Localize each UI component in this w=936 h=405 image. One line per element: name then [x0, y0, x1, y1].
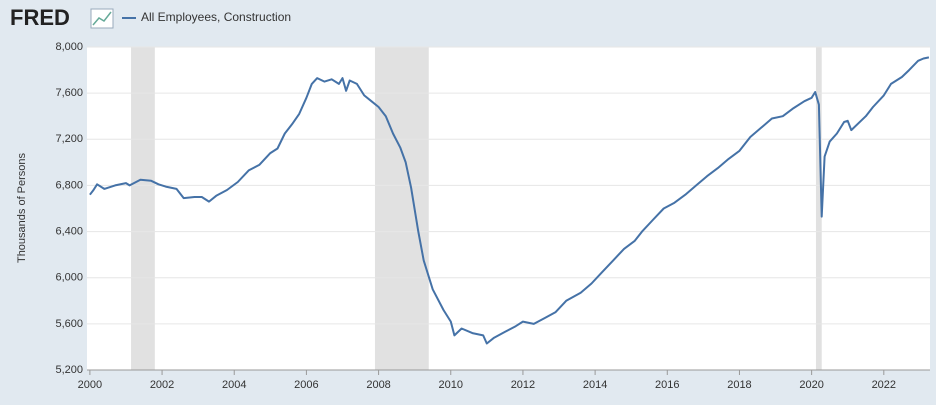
series-line [89, 56, 930, 345]
logo-icon-line [92, 11, 112, 26]
y-tick-label: 6,800 [55, 179, 83, 191]
legend-label: All Employees, Construction [141, 10, 291, 24]
x-tick-label: 2012 [511, 379, 535, 391]
x-tick-label: 2004 [222, 379, 246, 391]
y-tick-label: 5,200 [55, 364, 83, 376]
x-tick-label: 2010 [439, 379, 463, 391]
y-tick-label: 5,600 [55, 318, 83, 330]
y-tick-label: 6,000 [55, 272, 83, 284]
y-tick-label: 7,600 [55, 87, 83, 99]
y-tick-label: 7,200 [55, 133, 83, 145]
x-tick-label: 2006 [294, 379, 318, 391]
logo-icon [90, 8, 114, 29]
x-tick-label: 2016 [655, 379, 679, 391]
recession-band [374, 47, 429, 370]
recession-band [815, 47, 822, 370]
x-tick-label: 2022 [872, 379, 896, 391]
x-tick-label: 2000 [78, 379, 102, 391]
x-tick-label: 2002 [150, 379, 174, 391]
y-axis-label: Thousands of Persons [16, 152, 28, 263]
recession-band [131, 47, 155, 370]
y-tick-label: 6,400 [55, 225, 83, 237]
x-tick-label: 2020 [799, 379, 823, 391]
plot-layer: 5,200 5,600 6,000 6,400 6,800 7,200 7,600 8,000… [55, 41, 930, 391]
x-tick-label: 2008 [366, 379, 390, 391]
x-tick-label: 2018 [727, 379, 751, 391]
y-tick-label: 8,000 [55, 41, 83, 53]
logo: FRED [10, 5, 70, 30]
x-tick-label: 2014 [583, 379, 607, 391]
plot-area [87, 47, 930, 370]
